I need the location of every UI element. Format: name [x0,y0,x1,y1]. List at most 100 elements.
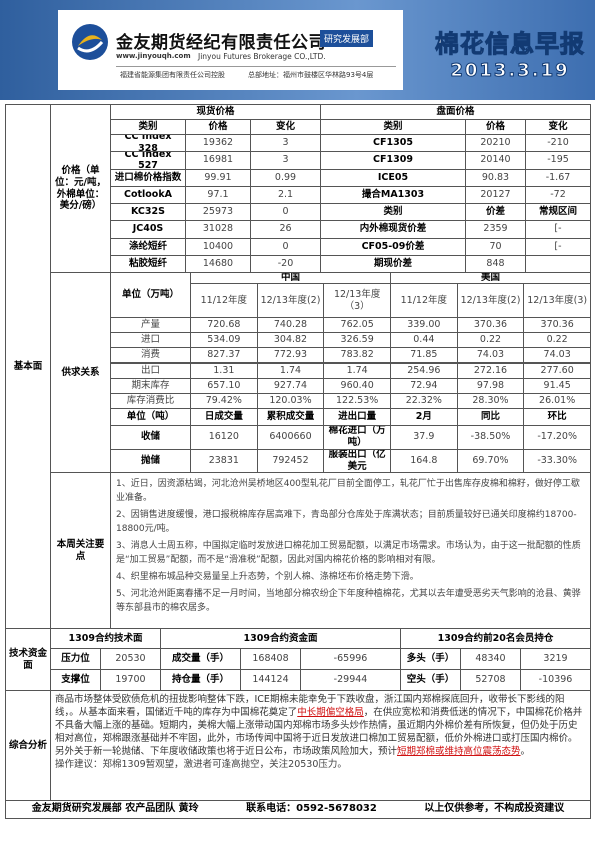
futures-cell: -195 [525,151,591,170]
column-header: 2月 [390,408,458,426]
spread-cell [525,254,591,273]
reserve-cell: 164.8 [390,448,458,473]
footer-text: 金友期货研究发展部 农产品团队 黄玲 [31,803,199,815]
spot-cell: 26 [250,220,321,239]
header: 金友期货经纪有限责任公司 研究发展部 Jinyou Futures Broker… [0,0,595,100]
analysis-segment: 中长期偏空格局 [297,707,364,718]
spread-cell: [- [525,237,591,256]
reserve-cell: 23831 [190,448,258,473]
spot-cell: 10400 [185,237,251,256]
reserve-cell: -38.50% [456,425,525,450]
supply-cell: 产量 [110,317,191,334]
supply-cell: 783.82 [323,347,391,364]
supply-cell: 534.09 [190,332,258,349]
tech-cell: 持仓量（手） [160,669,241,691]
spot-cell: 涤纶短纤 [110,237,186,256]
tech-cell: 52708 [460,669,521,691]
analysis-segment: 。 [520,746,531,757]
focus-item: 2、因销售进度缓慢，港口报税棉库存居高难下，青岛部分仓库处于库满状态；目前质量较… [116,510,577,534]
year-header: 12/13年度(3) [523,283,591,318]
reserve-cell: 服装出口（亿美元 [323,448,391,473]
spread-cell: CF05-09价差 [320,237,466,256]
futures-cell: -72 [525,185,591,204]
futures-cell: -210 [525,134,591,153]
spot-cell: 25973 [185,203,251,222]
tech-cell: 48340 [460,648,521,670]
row-label: 供求关系 [50,272,111,473]
column-header: 类别 [320,119,466,135]
spread-cell: 内外棉现货价差 [320,220,466,239]
supply-cell: 期末库存 [110,377,191,394]
supply-cell: 库存消费比 [110,392,191,409]
supply-cell: 272.16 [456,362,525,379]
spot-cell: 2.1 [250,185,321,204]
spot-cell: 进口棉价格指数 [110,168,186,187]
column-header: 环比 [523,408,591,426]
section-label: 基本面 [5,104,51,629]
supply-cell: 370.36 [523,317,591,334]
supply-cell: 772.93 [256,347,325,364]
tech-cell: 3219 [520,648,591,670]
focus-item: 1、近日，因资源枯竭，河北沧州吴桥地区400型轧花厂目前全面停工，轧花厂忙于出售… [116,479,580,503]
group-title: 1309合约技术面 [50,628,161,649]
row-label: 价格（单位：元/吨，外棉单位：美分/磅） [50,104,111,273]
spot-cell: 3 [250,134,321,153]
spread-cell: 2359 [465,220,526,239]
reserve-cell: -17.20% [523,425,591,450]
column-header: 同比 [456,408,525,426]
supply-cell: 26.01% [523,392,591,409]
advice: 操作建议：郑棉1309暂观望，激进者可逢高抛空，关注20530压力。 [55,759,347,770]
futures-cell: CF1305 [320,134,466,153]
report-date: 2013.3.19 [450,60,570,82]
logo-box: 金友期货经纪有限责任公司 研究发展部 Jinyou Futures Broker… [58,10,403,90]
supply-cell: 1.74 [256,362,325,379]
supply-cell: 91.45 [523,377,591,394]
group-title: 1309合约资金面 [160,628,401,649]
supply-cell: 657.10 [190,377,258,394]
year-header: 12/13年度(2) [456,283,525,318]
analysis-segment: ，在供应宽松和消费低迷的情况下，中国棉花价格并不具备大幅上涨的基础。短期内，美棉… [55,707,583,757]
futures-cell: CF1309 [320,151,466,170]
futures-cell: ICE05 [320,168,466,187]
supply-cell: 0.22 [523,332,591,349]
column-header: 常规区间 [525,203,591,222]
supply-cell: 720.68 [190,317,258,334]
focus-item: 5、河北沧州距离春播不足一月时间，当地部分棉农纷企下年度种植棉花，尤其以去年遭受… [116,589,581,613]
spread-cell: [- [525,220,591,239]
column-header: 累积成交量 [256,408,325,426]
url: www.jinyouqh.com [116,52,191,60]
footer-text: 联系电话：0592-5678032 [246,803,377,815]
supply-cell: 304.82 [256,332,325,349]
footer-text: 以上仅供参考，不构成投资建议 [424,803,565,815]
column-header: 价格 [465,119,526,135]
tech-cell: 168408 [240,648,301,670]
footer: 金友期货研究发展部 农产品团队 黄玲 联系电话：0592-5678032 以上仅供参… [5,800,591,819]
year-header: 11/12年度 [390,283,458,318]
futures-cell: 20210 [465,134,526,153]
address: 总部地址：福州市鼓楼区华林路93号4层 [248,71,374,79]
supply-cell: 370.36 [456,317,525,334]
spot-cell: 97.1 [185,185,251,204]
supply-cell: 22.32% [390,392,458,409]
supply-cell: 927.74 [256,377,325,394]
analysis-segment: 短期郑棉或维持高位震荡态势 [397,746,521,757]
dept: 研究发展部 [320,30,374,47]
company: 金友期货经纪有限责任公司 [116,33,326,53]
reserve-cell: 792452 [256,448,325,473]
reserve-cell: 69.70% [456,448,525,473]
spot-cell: 99.91 [185,168,251,187]
company-en: Jinyou Futures Brokerage CO.,LTD. [198,52,326,61]
supply-cell: 0.44 [390,332,458,349]
spot-cell: CotlookA [110,185,186,204]
tech-cell: 多头（手） [400,648,461,670]
column-header: 变化 [250,119,321,135]
spot-cell: KC32S [110,203,186,222]
spot-cell: CC Index 328 [110,134,186,153]
group-title: 现货价格 [110,104,321,120]
reserve-cell: 37.9 [390,425,458,450]
column-header: 类别 [110,119,186,135]
logo-icon [72,24,108,60]
spot-cell: CC Index 527 [110,151,186,170]
supply-cell: 827.37 [190,347,258,364]
